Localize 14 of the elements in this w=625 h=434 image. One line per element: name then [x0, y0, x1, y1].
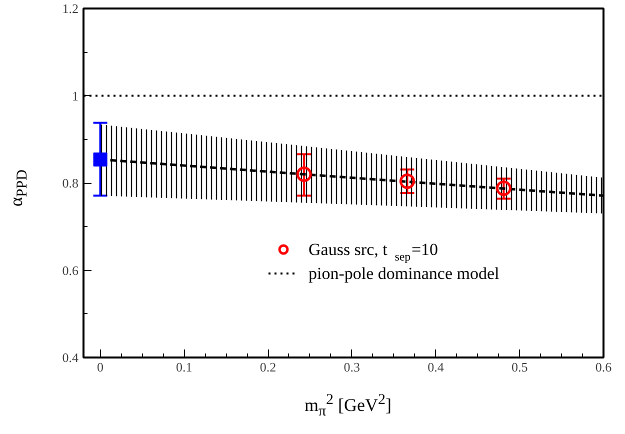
y-tick-label: 1	[72, 88, 78, 104]
y-tick-label: 0.8	[62, 176, 78, 190]
x-tick-label: 0.5	[512, 360, 528, 374]
x-tick-label: 0.1	[176, 360, 192, 374]
x-tick-label: 0.4	[428, 360, 444, 374]
x-tick-label: 0.2	[260, 360, 276, 374]
y-tick-label: 0.6	[62, 262, 79, 278]
x-tick-label: 0.3	[344, 360, 360, 374]
x-axis-title: m$_{π}$$^{2}$ [GeV$^{2}$]	[303, 391, 393, 422]
y-tick-label: 0.4	[62, 350, 79, 365]
y-tick-label: 1.2	[62, 1, 78, 16]
legend-label: pion-pole dominance model	[308, 264, 500, 283]
x-tick-label: 0.6	[595, 360, 612, 374]
x-tick-label: 0	[97, 360, 104, 374]
